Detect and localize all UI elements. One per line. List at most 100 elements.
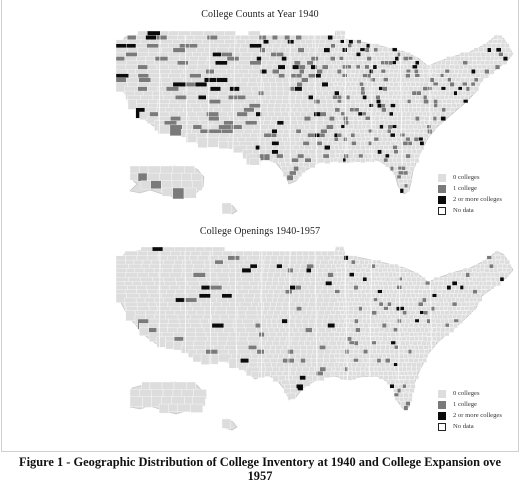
county-cell [334, 353, 341, 358]
county-cell [476, 297, 483, 302]
county-cell [467, 64, 474, 70]
county-cell [466, 310, 472, 316]
county-cell [341, 73, 348, 78]
county-cell [350, 157, 357, 162]
county-cell [406, 362, 412, 367]
county-cell [411, 362, 417, 368]
county-cell [381, 82, 386, 87]
county-cell [424, 349, 430, 354]
county-cell [348, 332, 354, 338]
county-cell [365, 267, 371, 273]
county-cell [420, 327, 425, 333]
county-cell [406, 289, 411, 294]
county-cell [504, 272, 509, 278]
county-cell [393, 111, 398, 117]
county-cell [437, 289, 443, 294]
county-cell [402, 90, 408, 95]
county-cell [428, 82, 434, 87]
county-cell [488, 39, 494, 44]
county-cell [357, 263, 363, 269]
county-cell [335, 263, 341, 268]
county-cell [362, 285, 367, 291]
county-cell [340, 366, 345, 371]
state-line [234, 250, 238, 382]
county-cell [327, 323, 336, 329]
county-cell [453, 90, 458, 96]
county-cell [395, 133, 401, 138]
county-cell [459, 64, 464, 70]
county-cell [371, 276, 377, 281]
county-cell [422, 297, 427, 303]
county-cell [405, 272, 411, 277]
county-cell [302, 379, 311, 387]
county-cell [410, 157, 415, 162]
county-cell [373, 69, 378, 74]
county-cell [383, 77, 389, 82]
county-cell [495, 255, 502, 260]
county-cell [410, 99, 416, 104]
county-cell [264, 371, 271, 377]
county-cell [415, 116, 420, 122]
county-cell [358, 306, 363, 312]
county-cell [402, 276, 407, 282]
county-cell [393, 73, 398, 78]
county-cell [387, 145, 393, 150]
county-cell [392, 95, 397, 100]
county-cell [399, 314, 405, 320]
county-cell [351, 128, 356, 134]
county-cell [464, 95, 469, 100]
county-cell [481, 64, 488, 69]
county-cell [389, 310, 394, 316]
county-cell [431, 73, 437, 78]
county-cell [483, 47, 488, 53]
county-cell [383, 293, 388, 298]
county-cell [373, 47, 379, 52]
county-cell [352, 314, 358, 319]
county-cell [355, 145, 361, 150]
county-cell [392, 145, 398, 150]
county-cell [419, 128, 424, 134]
county-cell [362, 60, 369, 66]
county-cell [394, 141, 400, 145]
county-cell [358, 323, 364, 328]
county-cell [304, 340, 311, 346]
state-lines [159, 250, 433, 382]
county-cell [392, 47, 398, 52]
county-cell [371, 340, 377, 345]
county-cell [357, 289, 362, 295]
county-cell [374, 90, 379, 96]
county-cell [330, 157, 335, 163]
county-cell [408, 107, 413, 113]
county-cell [407, 64, 413, 69]
county-cell [397, 362, 403, 367]
county-cell [329, 47, 335, 53]
county-cell [327, 272, 334, 278]
county-cell [348, 340, 355, 345]
county-cell [366, 285, 372, 290]
county-cell [449, 82, 455, 87]
county-cell [393, 327, 398, 332]
county-cell [423, 345, 429, 350]
county-cell [353, 124, 359, 130]
county-cell [392, 137, 397, 142]
county-cell [415, 293, 420, 298]
county-cell [295, 371, 302, 377]
county-cell [352, 77, 358, 82]
county-cell [471, 293, 476, 299]
county-cell [383, 124, 389, 129]
county-cell [494, 64, 501, 70]
county-cell [393, 162, 398, 167]
county-cell [382, 281, 388, 286]
county-cell [339, 86, 345, 92]
county-cell [378, 267, 383, 273]
county-cell [460, 95, 466, 100]
county-cell [439, 95, 445, 100]
county-cell [403, 353, 409, 359]
county-cell [386, 332, 391, 337]
county-cell [445, 82, 450, 87]
county-cell [447, 276, 452, 282]
county-cell [290, 388, 298, 394]
county-cell [476, 60, 481, 65]
county-cell [436, 310, 441, 316]
county-cell [338, 47, 343, 52]
